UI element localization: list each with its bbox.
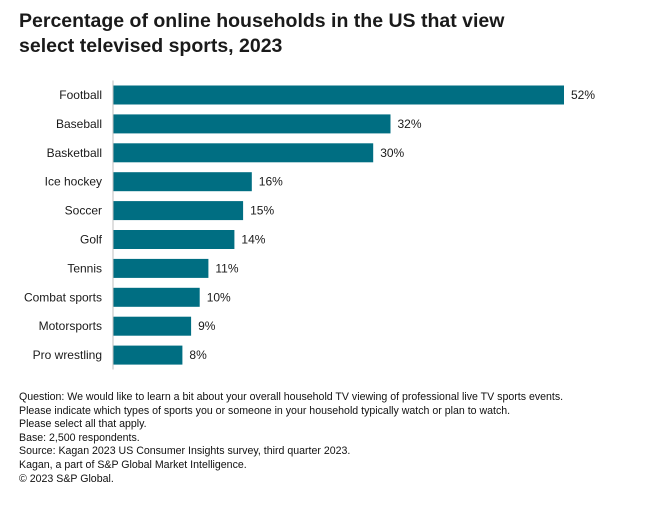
- value-label-combat-sports: 10%: [207, 290, 231, 304]
- value-label-football: 52%: [571, 88, 595, 102]
- chart-title-line-2: select televised sports, 2023: [19, 35, 283, 57]
- bar-ice-hockey: [113, 172, 252, 192]
- chart-title-line-1: Percentage of online households in the U…: [19, 10, 505, 32]
- note-publisher: Kagan, a part of S&P Global Market Intel…: [19, 458, 247, 471]
- category-label-motorsports: Motorsports: [39, 319, 102, 333]
- category-label-pro-wrestling: Pro wrestling: [33, 348, 102, 362]
- value-label-basketball: 30%: [380, 146, 404, 160]
- value-label-tennis: 11%: [215, 261, 238, 275]
- category-label-golf: Golf: [80, 233, 103, 247]
- bar-golf: [113, 230, 235, 249]
- value-label-soccer: 15%: [250, 204, 274, 218]
- bar-motorsports: [113, 316, 192, 336]
- category-label-tennis: Tennis: [67, 261, 102, 275]
- note-source: Source: Kagan 2023 US Consumer Insights …: [19, 445, 351, 458]
- bar-pro-wrestling: [113, 345, 183, 365]
- chart-notes: Question: We would like to learn a bit a…: [19, 391, 649, 486]
- bar-football: [113, 85, 564, 105]
- category-label-soccer: Soccer: [65, 204, 102, 218]
- value-label-pro-wrestling: 8%: [189, 348, 207, 362]
- bar-chart: Football 52% Baseball 32% Basketball 30% Ice h…: [24, 80, 595, 370]
- value-label-motorsports: 9%: [198, 319, 216, 333]
- bar-baseball: [113, 114, 391, 134]
- category-label-football: Football: [59, 88, 102, 102]
- value-label-ice-hockey: 16%: [259, 175, 283, 189]
- category-label-combat-sports: Combat sports: [24, 290, 102, 304]
- bar-tennis: [113, 258, 209, 278]
- note-base: Base: 2,500 respondents.: [19, 431, 140, 444]
- category-label-baseball: Baseball: [56, 117, 102, 131]
- value-label-baseball: 32%: [398, 117, 422, 131]
- category-label-basketball: Basketball: [47, 146, 102, 160]
- note-copyright: © 2023 S&P Global.: [19, 472, 114, 485]
- category-label-ice-hockey: Ice hockey: [45, 175, 102, 189]
- bar-soccer: [113, 201, 244, 221]
- note-instruction: Please select all that apply.: [19, 418, 147, 431]
- bar-combat-sports: [113, 287, 200, 307]
- note-question: Question: We would like to learn a bit a…: [19, 391, 564, 403]
- note-question-continued: Please indicate which types of sports yo…: [19, 404, 511, 417]
- bar-basketball: [113, 143, 374, 163]
- chart-title: Percentage of online households in the U…: [19, 9, 619, 59]
- value-label-golf: 14%: [241, 233, 265, 247]
